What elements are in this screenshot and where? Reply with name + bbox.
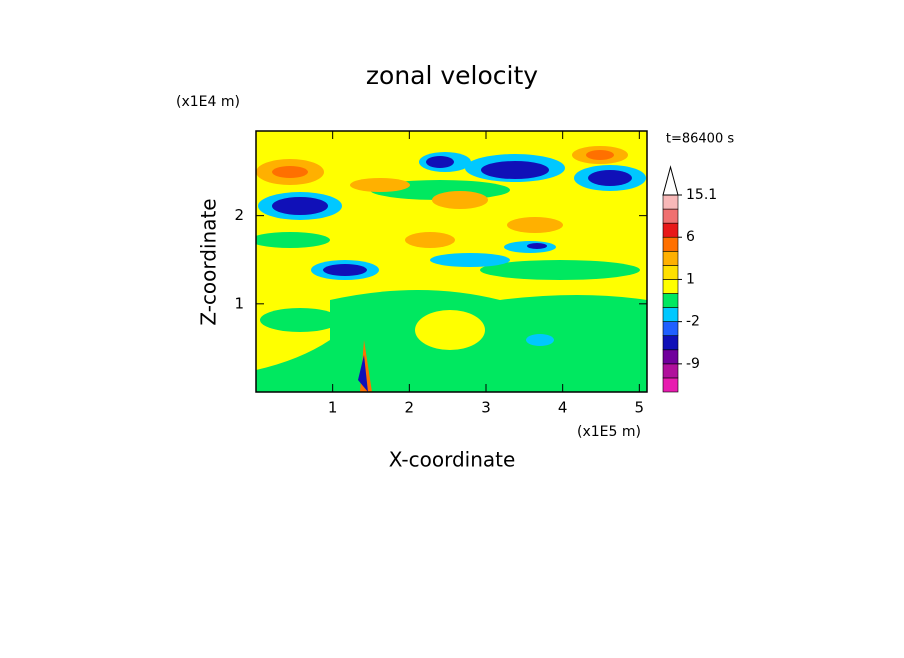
colorbar-segment <box>662 335 679 351</box>
x-unit: (x1E5 m) <box>577 424 641 440</box>
y-axis-label: Z-coordinate <box>197 198 221 325</box>
colorbar-tick-label: -2 <box>686 314 700 330</box>
colorbar-segment <box>662 349 679 365</box>
colorbar-segment <box>662 321 679 337</box>
colorbar-segment <box>662 363 679 379</box>
colorbar-segment <box>662 236 679 252</box>
colorbar-tick-label: 15.1 <box>686 187 717 203</box>
colorbar-tick-label: -9 <box>686 356 700 372</box>
colorbar-segment <box>662 208 679 224</box>
x-tick-label: 5 <box>635 399 645 417</box>
colorbar-segment <box>662 265 679 280</box>
colorbar-segment <box>662 222 679 238</box>
plot-frame <box>255 130 648 393</box>
colorbar-tick-label: 6 <box>686 229 695 245</box>
colorbar-segment <box>662 250 679 266</box>
y-tick-label: 2 <box>234 206 244 224</box>
x-tick-label: 2 <box>405 399 415 417</box>
y-unit: (x1E4 m) <box>176 94 240 110</box>
colorbar-segment <box>662 279 679 294</box>
contour-field <box>256 131 647 392</box>
x-axis-label: X-coordinate <box>389 448 516 472</box>
colorbar-segment <box>662 377 679 393</box>
y-tick-label: 1 <box>234 294 244 312</box>
annotation: t=86400 s <box>666 132 734 147</box>
x-tick-label: 4 <box>558 399 568 417</box>
colorbar-tick-label: 1 <box>686 271 695 287</box>
colorbar-segment <box>662 194 679 210</box>
colorbar-segment <box>662 307 679 322</box>
x-tick-label: 3 <box>481 399 491 417</box>
colorbar-segment <box>662 293 679 308</box>
colorbar-extension <box>662 165 679 196</box>
chart-title: zonal velocity <box>366 61 538 90</box>
x-tick-label: 1 <box>328 399 338 417</box>
